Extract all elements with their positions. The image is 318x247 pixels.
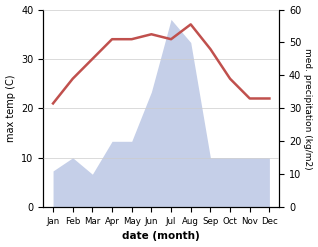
Y-axis label: max temp (C): max temp (C) (5, 75, 16, 142)
Y-axis label: med. precipitation (kg/m2): med. precipitation (kg/m2) (303, 48, 313, 169)
X-axis label: date (month): date (month) (122, 231, 200, 242)
